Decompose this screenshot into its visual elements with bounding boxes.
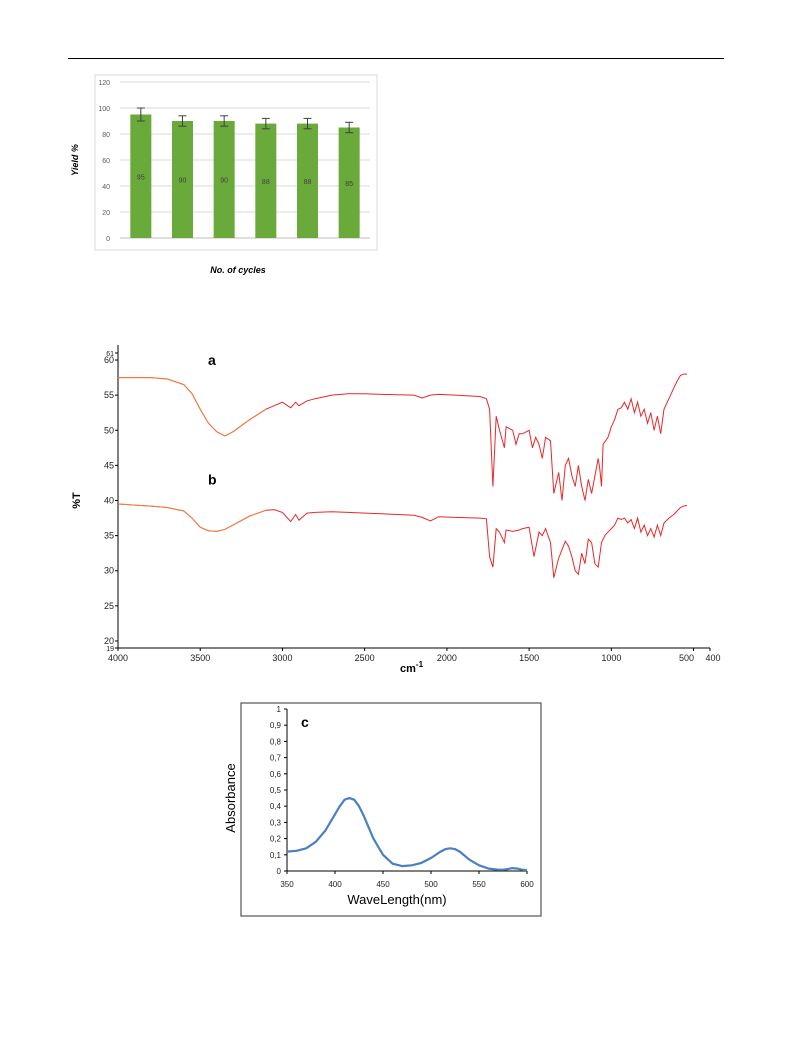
bar bbox=[338, 127, 360, 238]
bar bbox=[255, 123, 277, 238]
bar-value-label: 95 bbox=[137, 174, 145, 181]
annotation-c: c bbox=[301, 714, 309, 730]
plot-frame bbox=[94, 74, 378, 251]
y-tick-label: 0 bbox=[106, 236, 110, 243]
y-tick-label: 1 bbox=[277, 705, 282, 714]
x-tick-label: 1000 bbox=[601, 653, 621, 663]
annotation-b: b bbox=[208, 471, 217, 487]
y-tick-label: 0,8 bbox=[270, 737, 282, 746]
yield-bar-chart-svg: 0 20 40 60 80 100 120 95 90 90 88 88 85 Yield % No. of… bbox=[70, 74, 378, 275]
y-tick-label: 50 bbox=[104, 425, 114, 435]
x-tick-label: 450 bbox=[376, 880, 390, 889]
x-tick-label: 3000 bbox=[272, 653, 292, 663]
spectrum-line-b bbox=[117, 503, 688, 578]
y-axis-title: %T bbox=[71, 492, 83, 509]
y-tick-label: 20 bbox=[102, 210, 110, 217]
y-tick-label: 20 bbox=[104, 636, 114, 646]
y-axis-title: Absorbance bbox=[225, 763, 238, 832]
uv-vis-chart: 0 0,1 0,2 0,3 0,4 0,5 0,6 0,7 0,8 0,9 1 350 400 450 50… bbox=[223, 700, 550, 920]
x-tick-label: 500 bbox=[424, 880, 438, 889]
x-tick-label: 2000 bbox=[437, 653, 457, 663]
yield-bar-chart: 0 20 40 60 80 100 120 95 90 90 88 88 85 Yield % No. of… bbox=[70, 70, 390, 285]
bar-value-label: 90 bbox=[179, 178, 187, 185]
y-tick-label: 55 bbox=[104, 390, 114, 400]
bar bbox=[213, 121, 235, 238]
y-tick-label: 40 bbox=[104, 496, 114, 506]
x-axis-title: WaveLength(nm) bbox=[347, 892, 446, 907]
y-tick-label: 0 bbox=[277, 867, 282, 876]
x-axis-title: No. of cycles bbox=[210, 265, 266, 275]
bar-value-label: 85 bbox=[345, 181, 353, 188]
x-tick-label: 400 bbox=[328, 880, 342, 889]
bar-value-label: 88 bbox=[262, 179, 270, 186]
y-tick-label: 30 bbox=[104, 566, 114, 576]
x-tick-label: 2500 bbox=[355, 653, 375, 663]
y-tick-label: 60 bbox=[102, 158, 110, 165]
x-tick-label: 400 bbox=[705, 653, 720, 663]
spectrum-line-a bbox=[118, 373, 687, 501]
x-tick-label: 4000 bbox=[108, 653, 128, 663]
x-axis-title: cm-1 bbox=[400, 660, 424, 675]
bar-value-label: 90 bbox=[220, 178, 228, 185]
y-tick-label: 19 bbox=[106, 646, 114, 653]
y-tick-label: 25 bbox=[104, 601, 114, 611]
x-tick-label: 350 bbox=[280, 880, 294, 889]
y-tick-label: 100 bbox=[98, 106, 110, 113]
bar bbox=[130, 114, 152, 238]
annotation-a: a bbox=[208, 352, 216, 368]
uv-vis-chart-svg: 0 0,1 0,2 0,3 0,4 0,5 0,6 0,7 0,8 0,9 1 350 400 450 50… bbox=[223, 702, 542, 917]
bar bbox=[172, 121, 193, 238]
y-tick-label: 0,5 bbox=[270, 786, 282, 795]
chart-frame bbox=[240, 702, 542, 917]
y-tick-label: 0,2 bbox=[270, 835, 282, 844]
absorbance-line bbox=[286, 797, 528, 872]
bar-value-label: 88 bbox=[304, 179, 312, 186]
spectrum-line-highlight-b bbox=[117, 503, 267, 532]
x-tick-label: 550 bbox=[472, 880, 486, 889]
x-tick-label: 600 bbox=[520, 880, 534, 889]
bar bbox=[297, 123, 318, 238]
x-tick-label: 1500 bbox=[519, 653, 539, 663]
y-tick-label: 60 bbox=[104, 355, 114, 365]
y-tick-label: 0,6 bbox=[270, 770, 282, 779]
y-tick-label: 45 bbox=[104, 460, 114, 470]
y-tick-label: 0,7 bbox=[270, 754, 282, 763]
x-tick-label: 500 bbox=[679, 653, 694, 663]
y-tick-label: 120 bbox=[98, 80, 110, 87]
y-tick-label: 0,3 bbox=[270, 818, 282, 827]
page-header-rule bbox=[68, 58, 724, 59]
y-tick-label: 80 bbox=[102, 132, 110, 139]
x-tick-label: 3500 bbox=[190, 653, 210, 663]
y-tick-label: 0,9 bbox=[270, 721, 282, 730]
y-tick-label: 35 bbox=[104, 531, 114, 541]
y-tick-label: 0,4 bbox=[270, 802, 282, 811]
spectrum-line-highlight-a bbox=[118, 377, 267, 437]
y-tick-label: 40 bbox=[102, 184, 110, 191]
y-tick-label: 0,1 bbox=[270, 851, 282, 860]
y-tick-label: 61 bbox=[106, 351, 114, 358]
ir-spectra-chart: 61 60 55 50 45 40 35 30 25 20 19 4000 3500 3000 2500 20… bbox=[60, 335, 730, 680]
y-axis-title: Yield % bbox=[70, 144, 80, 176]
